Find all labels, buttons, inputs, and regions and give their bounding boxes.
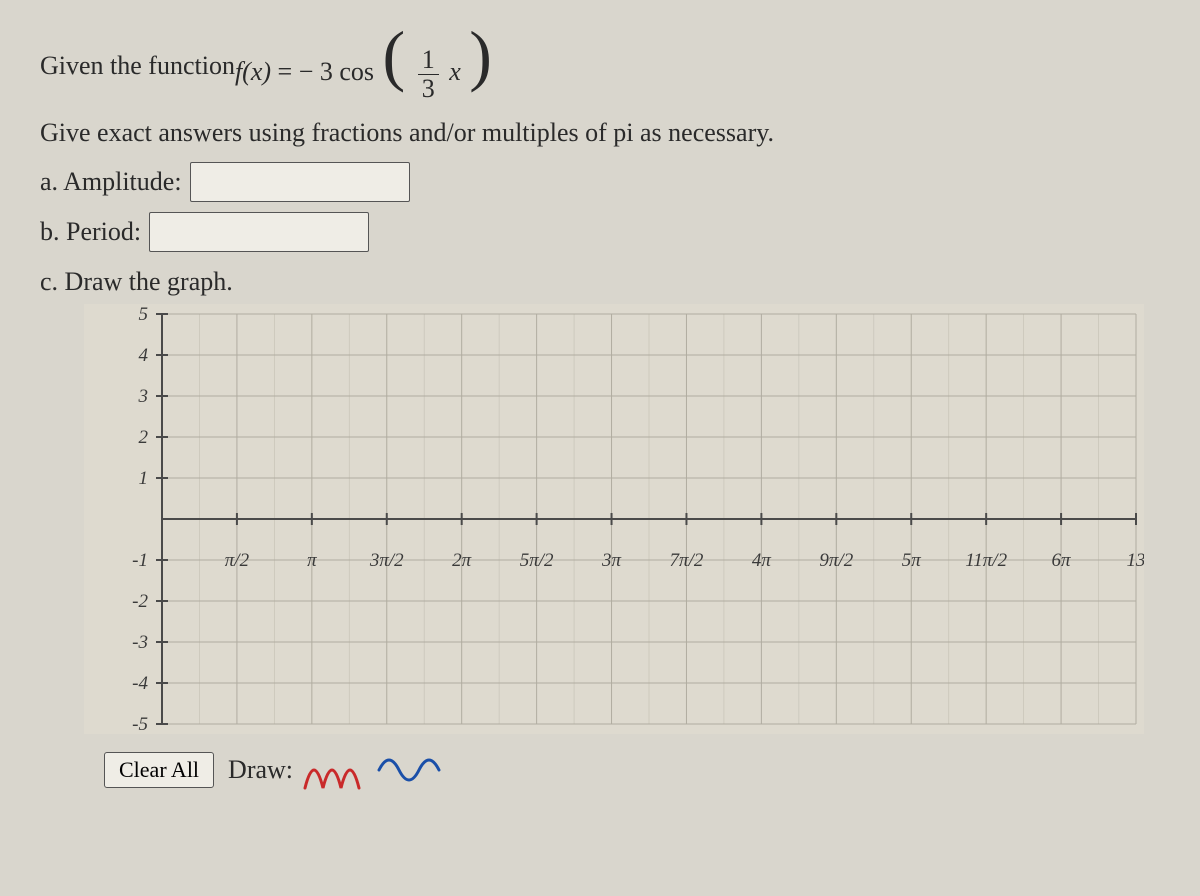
svg-text:2π: 2π — [452, 550, 472, 571]
instruction-text: Give exact answers using fractions and/o… — [40, 112, 1160, 154]
fraction-one-third: 1 3 — [418, 46, 439, 102]
svg-text:-1: -1 — [132, 550, 148, 571]
svg-text:3π/2: 3π/2 — [369, 550, 404, 571]
part-a-row: a. Amplitude: — [40, 161, 1160, 203]
right-paren: ) — [467, 17, 494, 93]
left-paren: ( — [381, 17, 408, 93]
period-input[interactable] — [149, 212, 369, 252]
svg-text:π: π — [307, 550, 317, 571]
part-c-row: c. Draw the graph. — [40, 261, 1160, 303]
part-c-label: c. Draw the graph. — [40, 261, 233, 303]
wave-tool-red-icon[interactable] — [303, 748, 373, 792]
part-b-row: b. Period: — [40, 211, 1160, 253]
function-equation: f(x) = − 3 cos ( 1 3 x ) — [235, 30, 494, 102]
equals-sign: = — [278, 57, 299, 86]
part-a-label: a. Amplitude: — [40, 161, 182, 203]
graph-toolbar: Clear All Draw: — [104, 748, 1160, 792]
svg-text:-5: -5 — [132, 714, 148, 734]
svg-text:11π/2: 11π/2 — [965, 550, 1007, 571]
svg-text:4: 4 — [139, 345, 149, 366]
intro-text: Given the function — [40, 45, 235, 87]
svg-text:-2: -2 — [132, 591, 148, 612]
svg-text:13: 13 — [1127, 550, 1145, 571]
svg-text:9π/2: 9π/2 — [819, 550, 853, 571]
draw-label: Draw: — [228, 749, 293, 791]
amplitude-input[interactable] — [190, 162, 410, 202]
svg-text:7π/2: 7π/2 — [670, 550, 704, 571]
svg-text:3π: 3π — [601, 550, 622, 571]
part-b-label: b. Period: — [40, 211, 141, 253]
fraction-denominator: 3 — [418, 75, 439, 102]
svg-text:5: 5 — [139, 304, 149, 325]
coefficient: − 3 cos — [299, 57, 374, 86]
fraction-numerator: 1 — [418, 46, 439, 74]
func-lhs: f(x) — [235, 57, 271, 86]
variable-x: x — [449, 57, 461, 86]
svg-text:6π: 6π — [1052, 550, 1072, 571]
svg-text:4π: 4π — [752, 550, 772, 571]
question-line-1: Given the function f(x) = − 3 cos ( 1 3 … — [40, 30, 1160, 102]
graph-container: 5 4 3 2 1 -1 -2 -3 -4 -5 π/2 π 3π/2 2π 5π/2 3π 7π/2 4π 9π/… — [84, 304, 1160, 734]
svg-text:5π: 5π — [902, 550, 922, 571]
svg-text:-3: -3 — [132, 632, 148, 653]
svg-text:π/2: π/2 — [225, 550, 250, 571]
svg-text:2: 2 — [139, 427, 149, 448]
svg-text:3: 3 — [138, 386, 149, 407]
draw-tool-icons — [303, 748, 447, 792]
svg-text:-4: -4 — [132, 673, 148, 694]
svg-text:5π/2: 5π/2 — [520, 550, 554, 571]
clear-all-button[interactable]: Clear All — [104, 752, 214, 788]
graph-grid[interactable]: 5 4 3 2 1 -1 -2 -3 -4 -5 π/2 π 3π/2 2π 5π/2 3π 7π/2 4π 9π/… — [84, 304, 1144, 734]
wave-tool-blue-icon[interactable] — [377, 748, 447, 792]
svg-text:1: 1 — [139, 468, 149, 489]
